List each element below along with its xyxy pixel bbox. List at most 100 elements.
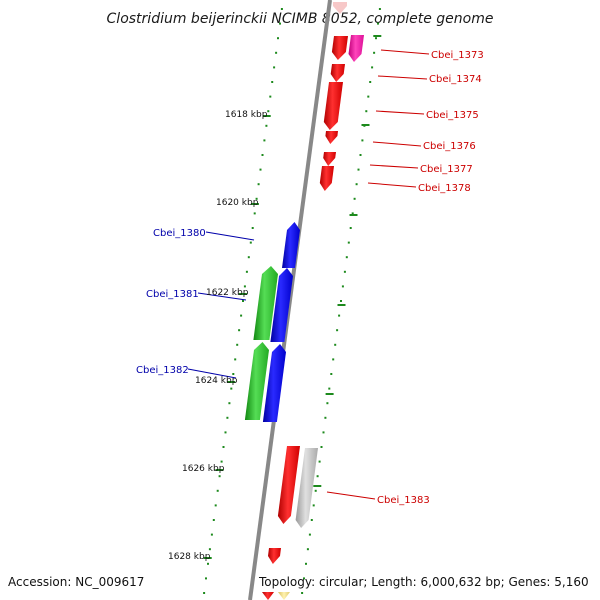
gene-arrow-cbei-1381 (253, 266, 278, 340)
tick-dot-right (355, 183, 358, 186)
gene-arrow-cbei-1377 (323, 152, 336, 166)
tick-dot-right (340, 300, 342, 302)
tick-dot-right (326, 402, 329, 405)
gene-label-cbei-1376[interactable]: Cbei_1376 (423, 141, 476, 152)
gene-label-cbei-1374[interactable]: Cbei_1374 (429, 74, 482, 85)
tick-dot-right (375, 37, 377, 40)
tick-dot-left (249, 241, 252, 244)
gene-label-cbei-1375[interactable]: Cbei_1375 (426, 110, 479, 121)
tick-dot-right (322, 431, 325, 434)
tick-dot-left (265, 124, 268, 127)
gene-label-cbei-1382[interactable]: Cbei_1382 (136, 365, 189, 376)
major-tick (337, 304, 346, 306)
gene-arrow-cbei-1376 (325, 131, 338, 144)
tick-dot-right (378, 8, 381, 10)
page-title: Clostridium beijerinckii NCIMB 8052, com… (107, 11, 494, 27)
tick-dot-right (377, 22, 379, 25)
tick-marks (203, 8, 382, 594)
tick-dot-right (349, 227, 352, 229)
tick-dot-left (253, 212, 256, 215)
tick-dot-left (263, 139, 266, 142)
accession-text: Accession: NC_009617 (8, 575, 145, 589)
tick-dot-left (275, 51, 278, 54)
tick-dot-right (334, 343, 337, 346)
gene-arrow-red-1383 (277, 446, 300, 524)
major-tick (227, 381, 236, 383)
major-tick (262, 115, 271, 117)
gene-arrow-cbei-1374 (330, 64, 345, 82)
gene-label-cbei-1377[interactable]: Cbei_1377 (420, 164, 473, 175)
gene-arrow-cbei-1382a (262, 344, 286, 422)
topology-summary: Topology: circular; Length: 6,000,632 bp… (259, 575, 589, 589)
gene-arrow-cbei-1382 (244, 342, 269, 420)
label-connectors (187, 49, 430, 500)
tick-dot-left (269, 95, 272, 98)
major-tick (349, 214, 358, 216)
major-tick (325, 393, 334, 395)
tick-dot-left (255, 197, 258, 200)
tick-dot-left (210, 533, 213, 536)
connector-cbei-1373 (380, 49, 430, 55)
tick-dot-left (207, 562, 209, 565)
tick-dot-right (310, 519, 313, 521)
gene-label-cbei-1383[interactable]: Cbei_1383 (377, 495, 430, 506)
gene-arrow-bottom-yellow (278, 592, 290, 600)
gene-arrow-cbei-1380 (282, 222, 300, 268)
gene-label-cbei-1380[interactable]: Cbei_1380 (153, 228, 206, 239)
tick-dot-left (251, 227, 254, 229)
tick-dot-right (308, 533, 311, 536)
gene-arrow-top (333, 2, 347, 14)
kbp-label-1624: 1624 kbp (195, 376, 238, 386)
tick-dot-left (267, 110, 270, 113)
tick-dot-right (351, 212, 354, 215)
tick-dot-right (312, 504, 315, 507)
tick-dot-left (273, 66, 276, 69)
tick-dot-left (226, 416, 229, 419)
tick-dot-left (242, 300, 244, 302)
tick-dot-right (373, 51, 376, 54)
tick-dot-left (280, 8, 283, 10)
tick-dot-left (203, 592, 206, 594)
genome-backbone (248, 0, 332, 600)
tick-dot-right (369, 81, 372, 83)
tick-dot-left (261, 154, 264, 156)
tick-dot-left (236, 343, 239, 346)
connector-cbei-1380 (205, 231, 255, 241)
major-tick (203, 557, 212, 559)
connector-cbei-1382 (187, 368, 237, 379)
gene-arrow-cbei-1373 (331, 36, 348, 60)
connector-cbei-1383 (326, 491, 376, 500)
tick-dot-left (230, 387, 233, 390)
tick-dot-left (218, 475, 221, 478)
tick-dot-right (371, 66, 374, 69)
connector-cbei-1378 (367, 182, 417, 188)
kbp-label-1628: 1628 kbp (168, 552, 211, 562)
gene-arrow-cbei-1383 (295, 448, 318, 528)
tick-dot-right (324, 416, 327, 419)
connector-cbei-1377 (369, 164, 419, 169)
tick-dot-right (320, 446, 323, 448)
tick-dot-left (220, 460, 223, 463)
tick-dot-right (365, 110, 368, 113)
tick-dot-left (247, 256, 250, 259)
gene-arrow-cbei-1375 (323, 82, 343, 130)
tick-dot-left (257, 183, 260, 186)
tick-dot-right (353, 197, 356, 200)
gene-arrow-cbei-1378 (319, 166, 334, 191)
gene-label-cbei-1373[interactable]: Cbei_1373 (431, 50, 484, 61)
tick-dot-right (332, 358, 335, 361)
tick-dot-right (336, 329, 339, 332)
tick-dot-left (208, 548, 211, 551)
tick-dot-left (232, 373, 235, 375)
tick-dot-left (245, 270, 248, 273)
tick-dot-right (328, 387, 331, 390)
tick-dot-left (214, 504, 217, 507)
major-tick (361, 124, 370, 126)
gene-label-cbei-1378[interactable]: Cbei_1378 (418, 183, 471, 194)
connector-cbei-1375 (375, 110, 425, 115)
gene-label-cbei-1381[interactable]: Cbei_1381 (146, 289, 199, 300)
kbp-label-1626: 1626 kbp (182, 464, 225, 474)
tick-dot-right (367, 95, 370, 98)
tick-dot-right (330, 373, 333, 375)
